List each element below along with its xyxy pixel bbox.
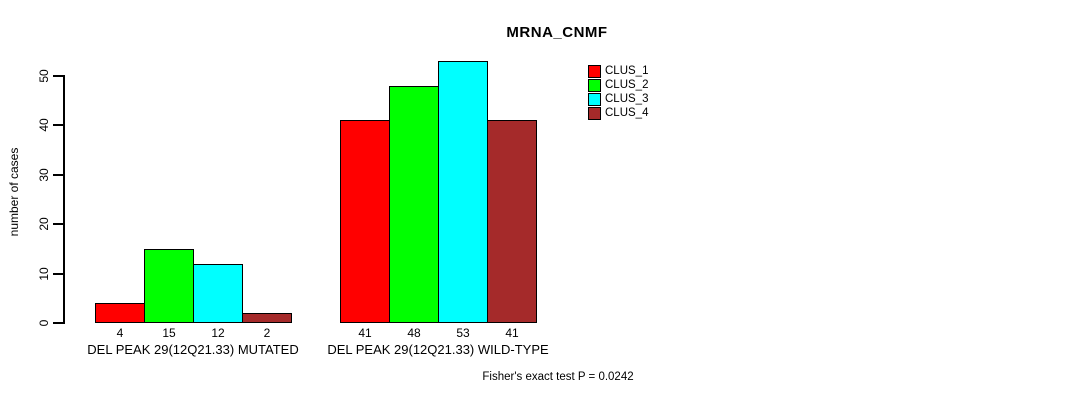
y-axis-line [63, 75, 65, 324]
legend-item-clus_2: CLUS_2 [588, 78, 648, 92]
group-label-mutated: DEL PEAK 29(12Q21.33) MUTATED [87, 342, 299, 357]
y-tick-label: 30 [37, 168, 51, 182]
group-label-wild-type: DEL PEAK 29(12Q21.33) WILD-TYPE [327, 342, 549, 357]
bar-clus_1-group1 [95, 303, 145, 323]
bar-clus_3-group2 [438, 61, 488, 323]
bar-value-label: 48 [407, 326, 421, 340]
bar-clus_4-group2 [487, 120, 537, 323]
y-tick-label: 20 [37, 217, 51, 231]
legend-label: CLUS_1 [605, 65, 649, 77]
y-tick-label: 10 [37, 266, 51, 281]
legend-label: CLUS_3 [605, 93, 649, 105]
bar-value-label: 12 [211, 326, 225, 340]
bar-value-label: 53 [456, 326, 470, 340]
y-tick [53, 75, 63, 77]
y-tick [53, 272, 63, 275]
y-tick [53, 124, 63, 127]
stat-annotation: Fisher's exact test P = 0.0242 [482, 371, 634, 383]
y-tick [53, 173, 63, 176]
y-tick-label: 0 [37, 319, 51, 327]
bar-clus_3-group1 [193, 263, 243, 323]
bar-value-label: 2 [263, 326, 271, 340]
bar-clus_1-group2 [340, 120, 390, 323]
y-tick-label: 40 [37, 118, 51, 133]
y-tick [53, 322, 63, 324]
legend: CLUS_1 CLUS_2 CLUS_3 CLUS_4 [588, 64, 648, 120]
legend-color-swatch-icon [588, 92, 601, 106]
bar-clus_2-group2 [389, 85, 439, 323]
legend-item-clus_3: CLUS_3 [588, 92, 648, 106]
bar-value-label: 15 [162, 326, 176, 340]
bar-clus_2-group1 [144, 248, 194, 323]
legend-item-clus_4: CLUS_4 [588, 106, 648, 120]
bar-value-label: 4 [116, 326, 124, 340]
bar-clus_4-group1 [242, 313, 292, 323]
legend-item-clus_1: CLUS_1 [588, 64, 648, 78]
y-tick [53, 223, 63, 226]
legend-color-swatch-icon [588, 78, 601, 92]
legend-label: CLUS_2 [605, 79, 649, 91]
legend-color-swatch-icon [588, 106, 601, 120]
legend-label: CLUS_4 [605, 107, 649, 119]
bar-value-label: 41 [358, 326, 372, 340]
legend-color-swatch-icon [588, 64, 601, 78]
y-axis-title: number of cases [7, 147, 21, 237]
y-tick-label: 50 [37, 69, 51, 83]
bar-value-label: 41 [505, 326, 519, 340]
chart-title: MRNA_CNMF [506, 24, 608, 41]
